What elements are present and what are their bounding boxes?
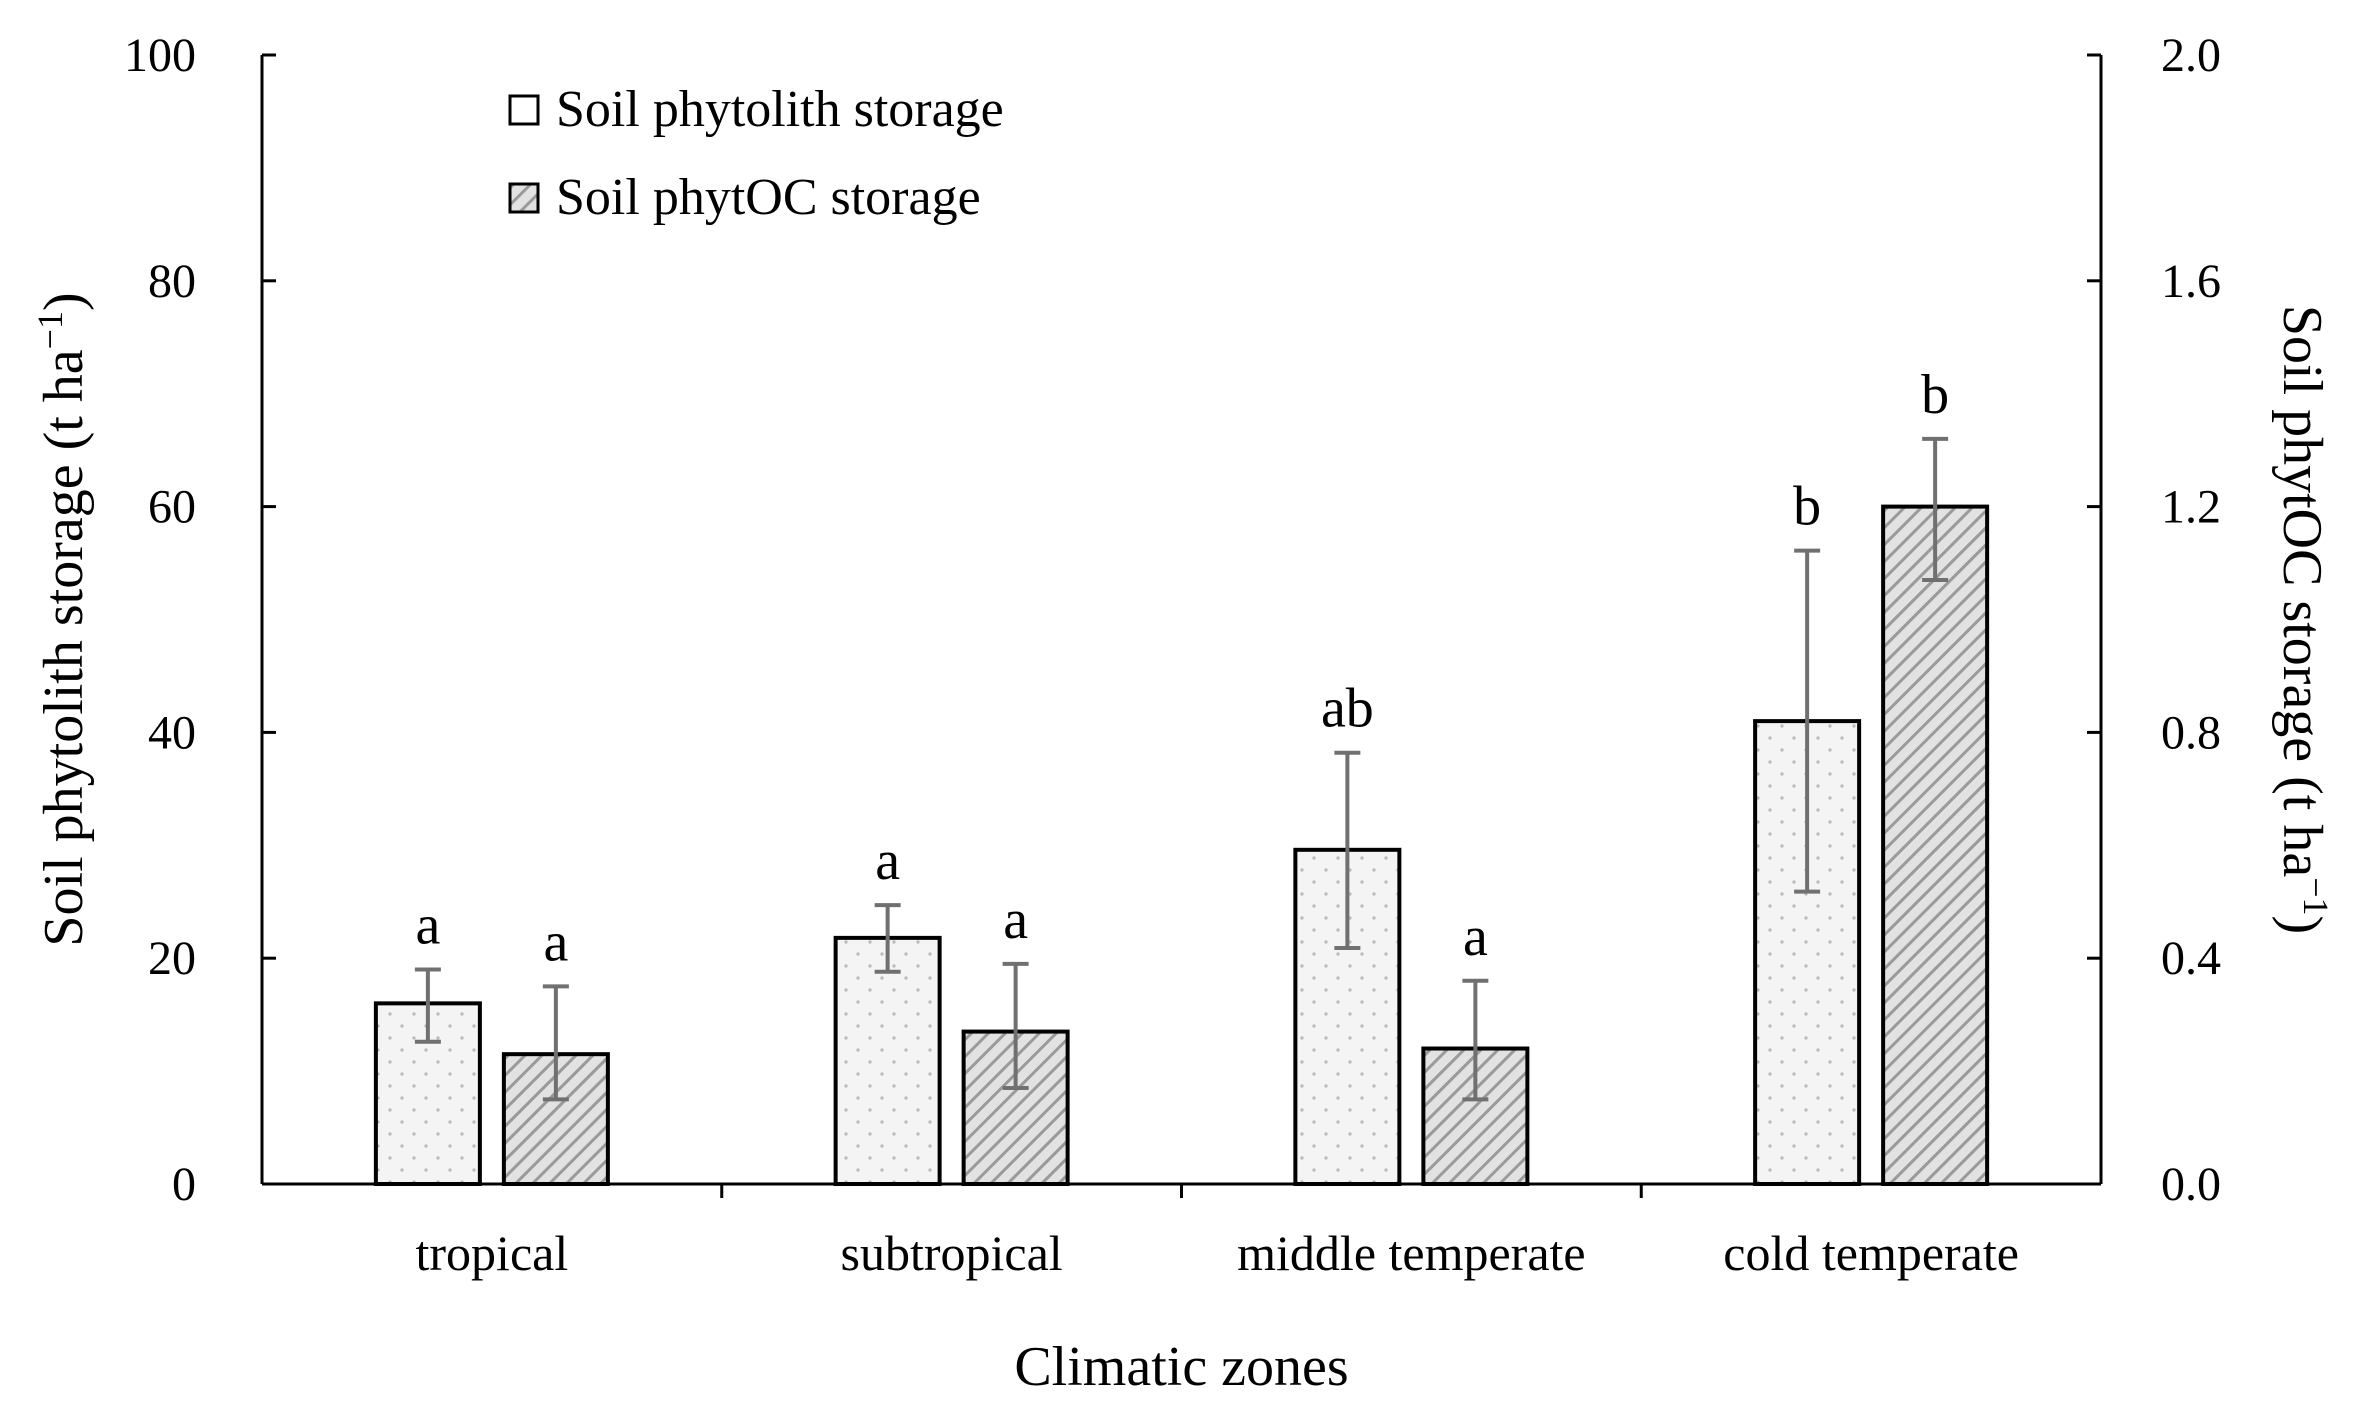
right-y-axis-title-close: ) (2271, 916, 2333, 935)
right-y-tick-label: 0.0 (2161, 1158, 2221, 1211)
legend-label: Soil phytolith storage (556, 81, 1004, 138)
right-y-axis-title-text: Soil phytOC storage (t ha (2271, 305, 2333, 878)
left-y-axis-title: Soil phytolith storage (t ha−1) (30, 292, 95, 946)
left-y-axis-title-close: ) (33, 292, 95, 311)
left-y-axis-title-text: Soil phytolith storage (t ha (33, 349, 95, 946)
significance-label-phytolith: ab (1321, 678, 1374, 740)
legend-layer: Soil phytolith storage Soil phytOC storag… (508, 81, 1004, 226)
left-y-tick-label: 40 (148, 706, 196, 759)
significance-label-phytoc: a (1463, 906, 1488, 968)
significance-label-phytoc: a (543, 911, 568, 973)
legend-swatch (508, 94, 540, 126)
bar-phytolith (833, 935, 942, 1186)
significance-label-phytolith: a (415, 894, 440, 956)
left-y-tick-label: 100 (124, 29, 196, 82)
x-category-label: cold temperate (1723, 1225, 2019, 1281)
right-y-tick-label: 0.8 (2161, 706, 2221, 759)
bars-layer (373, 436, 1990, 1187)
left-y-axis-title-superscript: −1 (30, 311, 70, 349)
significance-label-phytolith: b (1793, 476, 1821, 538)
axes-layer: 0 20 40 60 80 100 0.0 0.4 0.8 1.2 1.6 2.0 tropical su… (30, 29, 2336, 1398)
legend-label: Soil phytOC storage (556, 169, 981, 226)
left-y-tick-label: 0 (172, 1158, 196, 1211)
x-category-label: middle temperate (1237, 1225, 1585, 1281)
legend-swatch (508, 182, 540, 214)
bar-phytoc (1881, 504, 1990, 1187)
right-y-tick-label: 1.2 (2161, 481, 2221, 534)
significance-label-phytolith: a (875, 830, 900, 892)
right-y-axis-title-superscript: −1 (2296, 877, 2336, 915)
x-axis-title: Climatic zones (1014, 1336, 1348, 1398)
left-y-tick-label: 60 (148, 481, 196, 534)
left-y-tick-label: 20 (148, 932, 196, 985)
x-category-label: tropical (416, 1225, 569, 1281)
right-y-tick-label: 0.4 (2161, 932, 2221, 985)
left-y-tick-label: 80 (148, 255, 196, 308)
right-y-axis-title: Soil phytOC storage (t ha−1) (2271, 305, 2336, 934)
significance-label-phytoc: a (1003, 889, 1028, 951)
right-y-tick-label: 1.6 (2161, 255, 2221, 308)
right-y-tick-label: 2.0 (2161, 29, 2221, 82)
x-category-label: subtropical (841, 1225, 1063, 1281)
significance-label-phytoc: b (1921, 364, 1949, 426)
